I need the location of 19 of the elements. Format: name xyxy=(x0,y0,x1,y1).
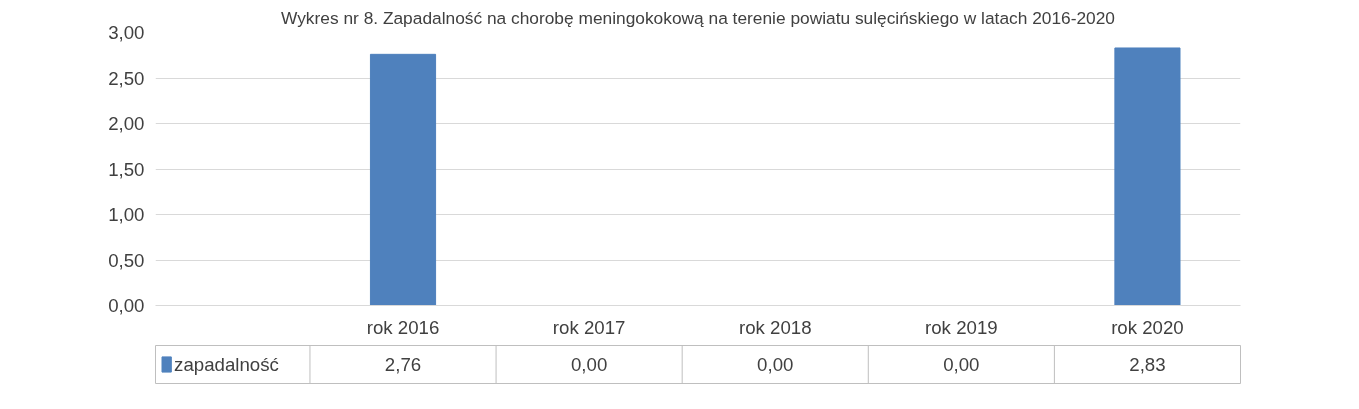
x-tick-label: rok 2017 xyxy=(552,316,626,338)
y-tick-label: 1,50 xyxy=(108,158,145,180)
legend-label: zapadalność xyxy=(174,354,279,375)
data-label: 0,00 xyxy=(570,354,608,375)
x-tick-label: rok 2020 xyxy=(1111,316,1184,338)
y-tick-label: 1,00 xyxy=(108,204,145,225)
chart-title: Wykres nr 8. Zapadalność na chorobę meningokokową na terenie powiatu sulęcińskiego w latach 2016-2020 xyxy=(280,7,1116,28)
x-tick-label: rok 2019 xyxy=(925,316,998,338)
data-label: 2,76 xyxy=(384,354,422,375)
x-tick-label: rok 2018 xyxy=(738,316,812,338)
data-label: 0,00 xyxy=(943,354,980,375)
data-label: 2,83 xyxy=(1129,354,1166,375)
y-tick-label: 0,50 xyxy=(108,249,145,271)
y-tick-label: 3,00 xyxy=(108,22,145,43)
y-tick-label: 2,50 xyxy=(108,67,145,89)
data-label: 0,00 xyxy=(757,354,794,375)
y-tick-label: 2,00 xyxy=(108,113,145,134)
x-tick-label: rok 2016 xyxy=(366,316,440,338)
y-tick-label: 0,00 xyxy=(108,295,145,316)
